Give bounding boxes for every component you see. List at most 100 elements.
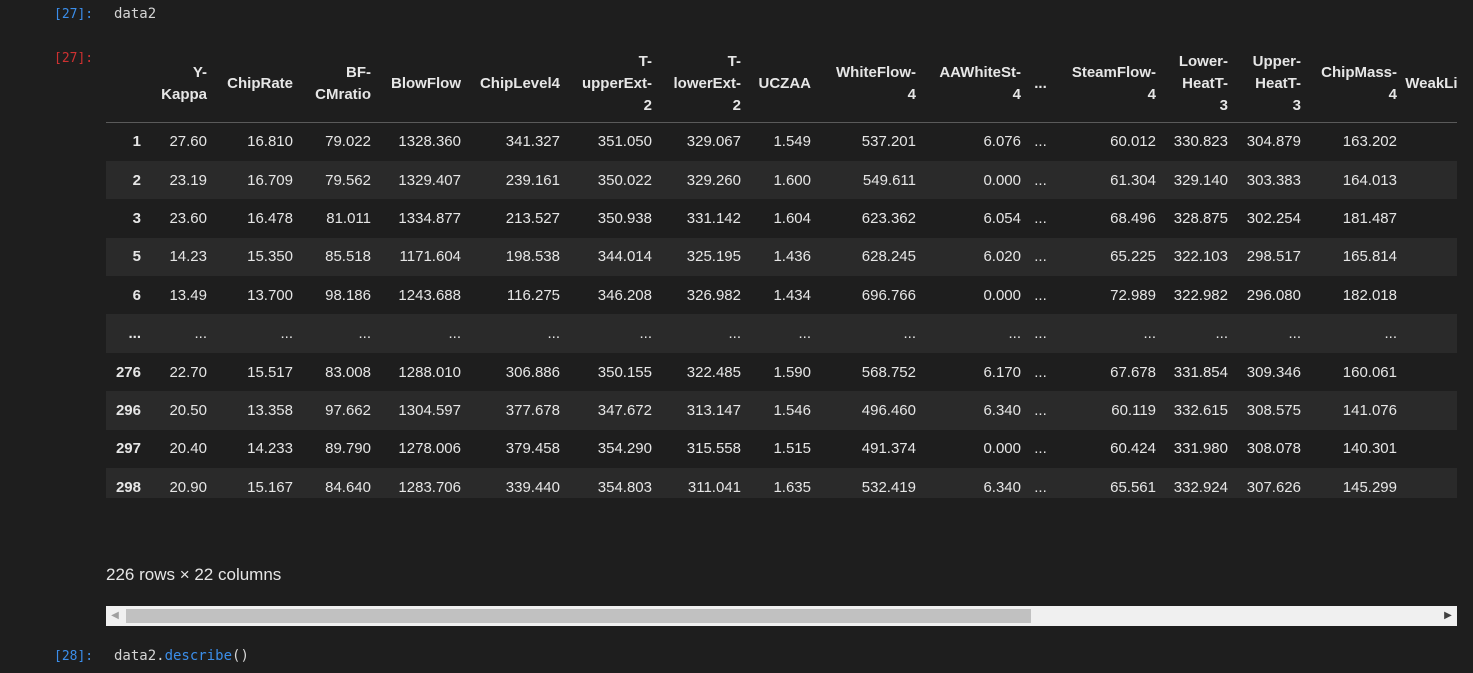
table-cell: 239.161 xyxy=(505,171,560,189)
table-cell: 1171.604 xyxy=(399,248,461,266)
table-cell: 306.886 xyxy=(505,363,560,381)
table-cell: 97.662 xyxy=(325,401,371,419)
table-cell: ... xyxy=(1034,401,1047,419)
table-row: 5 14.23 15.350 85.518 1171.604 198.538 344.014… xyxy=(106,237,1457,277)
table-cell: 623.362 xyxy=(861,209,916,227)
column-header-part: Upper- xyxy=(1252,53,1301,70)
table-cell xyxy=(1403,353,1457,391)
table-cell: 1.604 xyxy=(773,209,811,227)
table-cell: 331.854 xyxy=(1173,363,1228,381)
table-cell: 16.478 xyxy=(247,209,293,227)
cell-28-code[interactable]: data2.describe() xyxy=(114,648,249,664)
row-index: 3 xyxy=(132,209,141,227)
row-index: 296 xyxy=(115,401,141,419)
table-cell: 68.496 xyxy=(1110,209,1156,227)
table-cell: 304.879 xyxy=(1246,133,1301,151)
column-header-part: BlowFlow xyxy=(391,75,461,92)
table-cell: ... xyxy=(1034,325,1047,343)
table-cell: 60.012 xyxy=(1110,133,1156,151)
table-cell: 67.678 xyxy=(1110,363,1156,381)
table-cell xyxy=(1403,276,1457,314)
table-cell: 329.260 xyxy=(686,171,741,189)
table-cell: 328.875 xyxy=(1173,209,1228,227)
column-header-part: 4 xyxy=(1012,86,1021,103)
table-cell: 313.147 xyxy=(686,401,741,419)
table-cell: 1.436 xyxy=(773,248,811,266)
row-index: ... xyxy=(128,325,141,343)
table-cell: 1288.010 xyxy=(398,363,461,381)
table-cell: 1304.597 xyxy=(398,401,461,419)
table-cell: 65.225 xyxy=(1110,248,1156,266)
table-cell: 213.527 xyxy=(505,209,560,227)
table-cell: 1.546 xyxy=(773,401,811,419)
table-cell: 332.615 xyxy=(1173,401,1228,419)
table-cell: 325.195 xyxy=(686,248,741,266)
column-header-part: HeatT- xyxy=(1255,75,1301,92)
column-header-part: UCZAA xyxy=(758,75,812,92)
table-cell: 65.561 xyxy=(1110,478,1156,496)
table-cell: 1243.688 xyxy=(398,286,461,304)
table-cell: 496.460 xyxy=(861,401,916,419)
column-header-part: ChipRate xyxy=(227,75,293,92)
table-cell: 27.60 xyxy=(169,133,207,151)
table-cell: 322.103 xyxy=(1173,248,1228,266)
table-cell: ... xyxy=(448,325,461,343)
scroll-right-arrow-icon[interactable]: ▶ xyxy=(1444,610,1452,621)
table-cell xyxy=(1403,468,1457,498)
scrollbar-thumb[interactable] xyxy=(126,609,1031,623)
code-call-parens: () xyxy=(232,648,249,664)
table-cell: 326.982 xyxy=(686,286,741,304)
table-cell: 85.518 xyxy=(325,248,371,266)
table-cell: 16.810 xyxy=(247,133,293,151)
cell-27-output-prompt: [27]: xyxy=(54,51,94,66)
column-header-part: Y- xyxy=(192,64,207,81)
table-cell: 6.170 xyxy=(983,363,1021,381)
column-header: ChipLevel4 xyxy=(467,46,566,123)
table-cell: 346.208 xyxy=(597,286,652,304)
table-cell: 6.340 xyxy=(983,401,1021,419)
column-header-part: WeakLiquorF xyxy=(1405,75,1457,92)
table-cell: 141.076 xyxy=(1342,401,1397,419)
table-cell: 344.014 xyxy=(597,248,652,266)
column-header-part: T- xyxy=(638,53,652,70)
table-cell: 330.823 xyxy=(1173,133,1228,151)
table-cell: ... xyxy=(1034,478,1047,496)
scroll-left-arrow-icon[interactable]: ◀ xyxy=(111,610,119,621)
table-cell: ... xyxy=(1008,325,1021,343)
column-header-part: BF- xyxy=(346,64,371,81)
table-cell: 182.018 xyxy=(1342,286,1397,304)
code-method: describe xyxy=(164,648,233,664)
table-cell: 181.487 xyxy=(1342,209,1397,227)
table-cell: ... xyxy=(1143,325,1156,343)
table-cell: 354.290 xyxy=(597,440,652,458)
table-cell: 568.752 xyxy=(861,363,916,381)
table-cell: 322.982 xyxy=(1173,286,1228,304)
table-cell: 140.301 xyxy=(1342,440,1397,458)
column-header-part: upperExt- xyxy=(581,75,652,92)
table-cell: 98.186 xyxy=(325,286,371,304)
column-header-part: T- xyxy=(727,53,741,70)
dataframe-body: 1 27.60 16.810 79.022 1328.360 341.327 351.050… xyxy=(106,123,1457,498)
column-header-part: 4 xyxy=(1147,86,1156,103)
cell-27-code[interactable]: data2 xyxy=(114,6,157,22)
table-row: 297 20.40 14.233 89.790 1278.006 379.458 354.2… xyxy=(106,430,1457,468)
table-cell: 20.40 xyxy=(169,440,207,458)
table-cell: 309.346 xyxy=(1246,363,1301,381)
column-header: Y- Kappa xyxy=(147,46,213,123)
table-cell: 89.790 xyxy=(325,440,371,458)
table-cell: 83.008 xyxy=(325,363,371,381)
table-cell: 308.575 xyxy=(1246,401,1301,419)
table-cell: 163.202 xyxy=(1342,133,1397,151)
column-header: BF- CMratio xyxy=(299,46,377,123)
table-cell: 628.245 xyxy=(861,248,916,266)
table-cell: 14.23 xyxy=(169,248,207,266)
table-cell: ... xyxy=(1384,325,1397,343)
table-cell: 329.067 xyxy=(686,133,741,151)
horizontal-scrollbar[interactable]: ◀ ▶ xyxy=(106,606,1457,626)
column-header-part: CMratio xyxy=(315,86,371,103)
column-header-part: AAWhiteSt- xyxy=(939,64,1021,81)
column-header: Upper- HeatT- 3 xyxy=(1234,46,1307,123)
column-header-part: 4 xyxy=(1388,86,1397,103)
table-cell: 532.419 xyxy=(861,478,916,496)
table-cell: 332.924 xyxy=(1173,478,1228,496)
